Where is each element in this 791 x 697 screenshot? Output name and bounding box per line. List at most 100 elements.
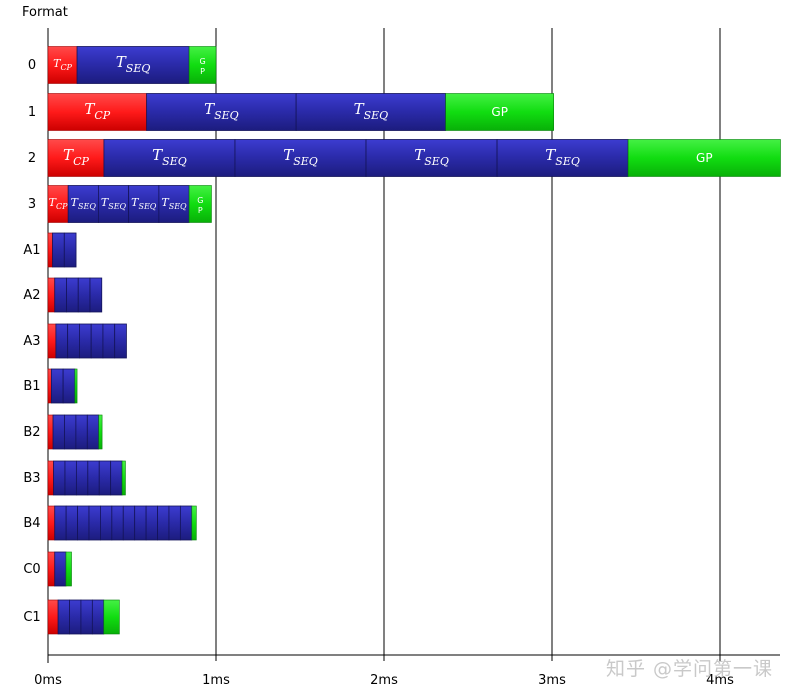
- seq-segment-3-3: [128, 185, 160, 223]
- seq-segment-a3-5: [102, 323, 116, 359]
- gp-label-0-g: G: [199, 57, 205, 66]
- cp-segment-1: [47, 93, 147, 131]
- seq-segment-a1-1: [52, 232, 65, 268]
- seq-segment-c1-4: [91, 599, 105, 635]
- seq-label-2-4: TSEQ: [545, 146, 580, 168]
- seq-segment-a3-1: [55, 323, 69, 359]
- cp-segment-a3: [47, 323, 57, 359]
- watermark: 知乎 @学问第一课: [605, 658, 773, 680]
- seq-label-3-2: TSEQ: [101, 196, 127, 211]
- x-tick-label-4ms: 4ms: [706, 673, 734, 688]
- seq-segment-2-1: [103, 139, 236, 177]
- seq-segment-a1-2: [63, 232, 77, 268]
- seq-segment-b2-2: [64, 414, 77, 450]
- seq-segment-c1-2: [69, 599, 82, 635]
- seq-segment-a2-3: [77, 277, 91, 313]
- row-label-b3: B3: [23, 471, 40, 486]
- cp-label-1: TCP: [84, 100, 110, 122]
- seq-segment-b4-9: [145, 505, 158, 541]
- cp-segment-c0: [47, 551, 56, 587]
- row-label-a3: A3: [23, 334, 40, 349]
- seq-segment-b2-1: [52, 414, 65, 450]
- seq-segment-b3-3: [75, 460, 89, 496]
- seq-segment-c1-1: [57, 599, 70, 635]
- cp-segment-b3: [47, 460, 54, 496]
- seq-segment-b4-11: [168, 505, 181, 541]
- gp-segment-c0: [65, 551, 72, 587]
- cp-segment-b4: [47, 505, 56, 541]
- gp-segment-3: [188, 185, 212, 223]
- cp-segment-0: [47, 46, 78, 84]
- seq-segment-2-4: [496, 139, 629, 177]
- cp-label-2: TCP: [63, 146, 89, 168]
- row-label-a1: A1: [23, 243, 40, 258]
- gp-segment-0: [188, 46, 217, 84]
- seq-segment-c0-1: [54, 551, 67, 587]
- seq-label-1-2: TSEQ: [354, 100, 389, 122]
- x-tick-label-2ms: 2ms: [370, 673, 398, 688]
- seq-segment-a3-4: [90, 323, 104, 359]
- seq-segment-b4-10: [157, 505, 170, 541]
- seq-segment-b3-4: [87, 460, 100, 496]
- row-label-3: 3: [28, 197, 36, 212]
- x-tick-label-1ms: 1ms: [202, 673, 230, 688]
- seq-segment-b4-2: [65, 505, 78, 541]
- seq-segment-2-2: [234, 139, 367, 177]
- row-label-b4: B4: [23, 516, 40, 531]
- gp-label-0-p: P: [200, 67, 205, 76]
- seq-segment-a2-2: [66, 277, 79, 313]
- cp-segment-a2: [47, 277, 56, 313]
- cp-segment-b2: [47, 414, 54, 450]
- x-tick-label-3ms: 3ms: [538, 673, 566, 688]
- seq-segment-a3-6: [114, 323, 127, 359]
- seq-segment-b3-2: [64, 460, 77, 496]
- seq-segment-3-2: [98, 185, 130, 223]
- seq-segment-1-2: [295, 93, 447, 131]
- seq-segment-b4-8: [134, 505, 147, 541]
- seq-segment-b4-7: [122, 505, 136, 541]
- seq-label-3-4: TSEQ: [161, 196, 187, 211]
- gp-label-3-p: P: [198, 206, 203, 215]
- gp-segment-1: [445, 93, 554, 131]
- cp-label-0: TCP: [53, 57, 72, 72]
- seq-segment-b1-2: [62, 368, 76, 404]
- seq-label-0-1: TSEQ: [116, 53, 151, 75]
- seq-label-2-1: TSEQ: [152, 146, 187, 168]
- gp-label-2: GP: [696, 151, 713, 165]
- seq-segment-a3-3: [79, 323, 92, 359]
- row-label-b2: B2: [23, 425, 40, 440]
- cp-segment-2: [47, 139, 105, 177]
- seq-label-3-1: TSEQ: [71, 196, 97, 211]
- seq-segment-b3-6: [110, 460, 123, 496]
- cp-segment-a1: [47, 232, 53, 268]
- gp-segment-b4: [191, 505, 197, 541]
- seq-segment-b3-5: [98, 460, 112, 496]
- cp-segment-c1: [47, 599, 59, 635]
- seq-label-2-2: TSEQ: [283, 146, 318, 168]
- cp-segment-b1: [47, 368, 52, 404]
- gp-label-3-g: G: [197, 196, 203, 205]
- seq-segment-b4-6: [111, 505, 124, 541]
- seq-segment-a2-4: [89, 277, 103, 313]
- seq-segment-b1-1: [50, 368, 64, 404]
- seq-label-1-1: TSEQ: [204, 100, 239, 122]
- row-label-c1: C1: [23, 610, 40, 625]
- seq-segment-b4-4: [88, 505, 101, 541]
- gp-segment-b1: [74, 368, 78, 404]
- cp-label-3: TCP: [49, 196, 68, 211]
- seq-segment-a2-1: [54, 277, 67, 313]
- seq-segment-b4-5: [100, 505, 113, 541]
- seq-segment-2-3: [365, 139, 498, 177]
- gp-segment-2: [627, 139, 781, 177]
- seq-segment-b4-3: [77, 505, 90, 541]
- seq-segment-b2-3: [75, 414, 88, 450]
- row-label-a2: A2: [23, 288, 40, 303]
- seq-segment-c1-3: [80, 599, 93, 635]
- seq-segment-b4-12: [179, 505, 193, 541]
- seq-segment-b3-1: [53, 460, 66, 496]
- y-axis-title: Format: [22, 5, 68, 20]
- gp-segment-c1: [103, 599, 120, 635]
- row-label-1: 1: [28, 105, 36, 120]
- seq-segment-b4-1: [54, 505, 67, 541]
